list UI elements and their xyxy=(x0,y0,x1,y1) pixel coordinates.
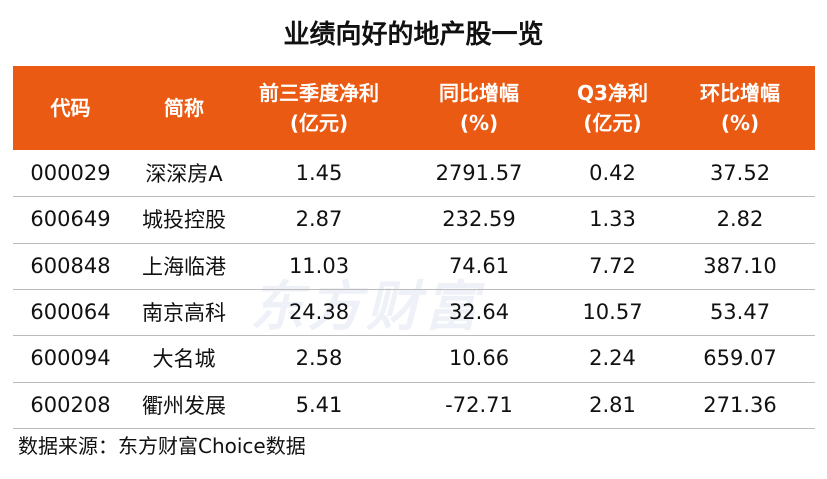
row-divider xyxy=(13,427,815,429)
table-cell: 74.61 xyxy=(448,253,510,278)
table-cell: 2791.57 xyxy=(435,161,523,186)
table-cell: 600094 xyxy=(30,346,111,371)
table-cell: 南京高科 xyxy=(142,301,226,326)
column-header: 代码 xyxy=(50,96,91,120)
table-cell: 659.07 xyxy=(703,346,777,371)
table-cell: 上海临港 xyxy=(142,254,226,279)
row-divider xyxy=(13,381,815,383)
row-divider xyxy=(13,335,815,337)
table-cell: 7.72 xyxy=(589,253,636,278)
table-cell: 10.66 xyxy=(448,346,510,371)
table-cell: 37.52 xyxy=(709,161,771,186)
table-cell: 600064 xyxy=(30,300,111,325)
table-cell: 5.41 xyxy=(295,392,343,417)
row-divider xyxy=(13,288,815,290)
table-cell: 2.82 xyxy=(716,207,764,232)
table-cell: 11.03 xyxy=(288,253,350,278)
table-cell: 深深房A xyxy=(145,162,223,187)
table-cell: 1.33 xyxy=(589,207,636,232)
column-header: Q3净利 (亿元) xyxy=(577,81,648,135)
table-cell: 271.36 xyxy=(703,392,777,417)
watermark: 东方财富 xyxy=(250,275,482,338)
table-cell: 600848 xyxy=(30,253,111,278)
table-cell: 2.24 xyxy=(589,346,636,371)
column-header: 简称 xyxy=(164,96,204,120)
table-cell: 10.57 xyxy=(582,300,643,325)
column-header: 同比增幅 (%) xyxy=(439,81,519,135)
column-header: 环比增幅 (%) xyxy=(700,81,780,135)
column-header: 前三季度净利 (亿元) xyxy=(259,81,379,135)
table-cell: 600649 xyxy=(30,207,111,232)
table-cell: 24.38 xyxy=(288,300,350,325)
table-cell: 1.45 xyxy=(295,161,343,186)
source-note: 数据来源：东方财富Choice数据 xyxy=(18,434,306,458)
table-cell: 2.87 xyxy=(295,207,343,232)
table-cell: -72.71 xyxy=(445,392,513,417)
table-cell: 600208 xyxy=(30,392,111,417)
table-cell: 232.59 xyxy=(442,207,516,232)
table-cell: 城投控股 xyxy=(142,208,226,233)
table-cell: 2.58 xyxy=(295,346,343,371)
row-divider xyxy=(13,196,815,198)
table-cell: 2.81 xyxy=(589,392,636,417)
title: 业绩向好的地产股一览 xyxy=(283,20,544,50)
row-divider xyxy=(13,242,815,244)
table-cell: 53.47 xyxy=(709,300,771,325)
header-row xyxy=(13,66,815,150)
table-cell: 000029 xyxy=(30,161,111,186)
table-cell: 32.64 xyxy=(448,300,510,325)
table-cell: 大名城 xyxy=(152,347,216,372)
table-cell: 0.42 xyxy=(589,161,636,186)
table-cell: 衢州发展 xyxy=(142,393,226,418)
table-cell: 387.10 xyxy=(703,253,777,278)
